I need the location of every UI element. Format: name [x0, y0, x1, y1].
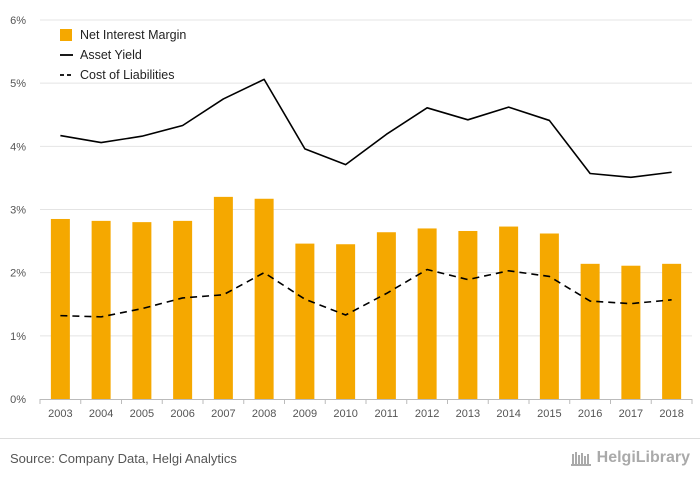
legend-label: Net Interest Margin: [80, 28, 186, 42]
x-axis: 2003 2004 2005 2006 2007 2008 2009 2010 2011 2012…: [39, 399, 693, 420]
bar: [336, 244, 356, 399]
bar: [376, 232, 396, 399]
bars: [50, 196, 682, 399]
asset-yield-line: [60, 78, 672, 179]
bar: [132, 222, 152, 399]
bar: [50, 218, 70, 399]
bar: [499, 226, 519, 399]
bar: [458, 230, 478, 399]
y-tick-label: 4%: [10, 141, 26, 153]
cost-of-liabilities-line: [60, 268, 672, 318]
chart-svg: 0%1%2%3%4%5%6% 2003 2004 2005 2006 2007 2008 2…: [10, 15, 693, 420]
x-tick-label: 2014: [496, 408, 520, 420]
lines: [60, 78, 672, 318]
y-tick-label: 6%: [10, 15, 26, 27]
x-tick-label: 2005: [130, 408, 154, 420]
legend-swatch: [60, 29, 72, 41]
y-tick-label: 2%: [10, 268, 26, 280]
y-tick-label: 1%: [10, 331, 26, 343]
x-tick-label: 2012: [415, 408, 439, 420]
y-axis: 0% 1% 2% 3% 4% 5% 6%: [10, 15, 26, 406]
library-icon: [570, 452, 591, 466]
x-tick-label: 2007: [211, 408, 235, 420]
x-tick-label: 2017: [619, 408, 643, 420]
y-tick-label: 3%: [10, 205, 26, 217]
bar: [662, 263, 682, 399]
x-tick-label: 2009: [293, 408, 317, 420]
legend-label: Asset Yield: [80, 48, 142, 62]
source-note: Source: Company Data, Helgi Analytics: [10, 451, 237, 466]
x-tick-label: 2004: [89, 408, 113, 420]
bar: [254, 198, 274, 399]
bar: [173, 220, 193, 399]
footer-divider: [0, 438, 700, 439]
x-tick-label: 2016: [578, 408, 602, 420]
x-tick-label: 2015: [537, 408, 561, 420]
x-tick-label: 2011: [375, 408, 399, 420]
y-tick-label: 5%: [10, 78, 26, 90]
bar: [295, 243, 315, 399]
brand-name: HelgiLibrary: [596, 449, 690, 466]
bar: [539, 233, 559, 399]
x-tick-label: 2018: [659, 408, 683, 420]
x-tick-label: 2006: [170, 408, 194, 420]
bar: [580, 263, 600, 399]
brand-logo: HelgiLibrary: [570, 449, 690, 467]
bar: [621, 265, 641, 399]
bar: [91, 220, 111, 399]
x-tick-label: 2010: [333, 408, 357, 420]
legend: Net Interest Margin Asset Yield Cost of Li…: [60, 28, 186, 82]
legend-label: Cost of Liabilities: [80, 68, 175, 82]
x-tick-label: 2008: [252, 408, 276, 420]
y-tick-label: 0%: [10, 394, 26, 406]
x-tick-label: 2003: [48, 408, 72, 420]
bar: [417, 228, 437, 399]
bar: [213, 196, 233, 399]
x-tick-label: 2013: [456, 408, 480, 420]
